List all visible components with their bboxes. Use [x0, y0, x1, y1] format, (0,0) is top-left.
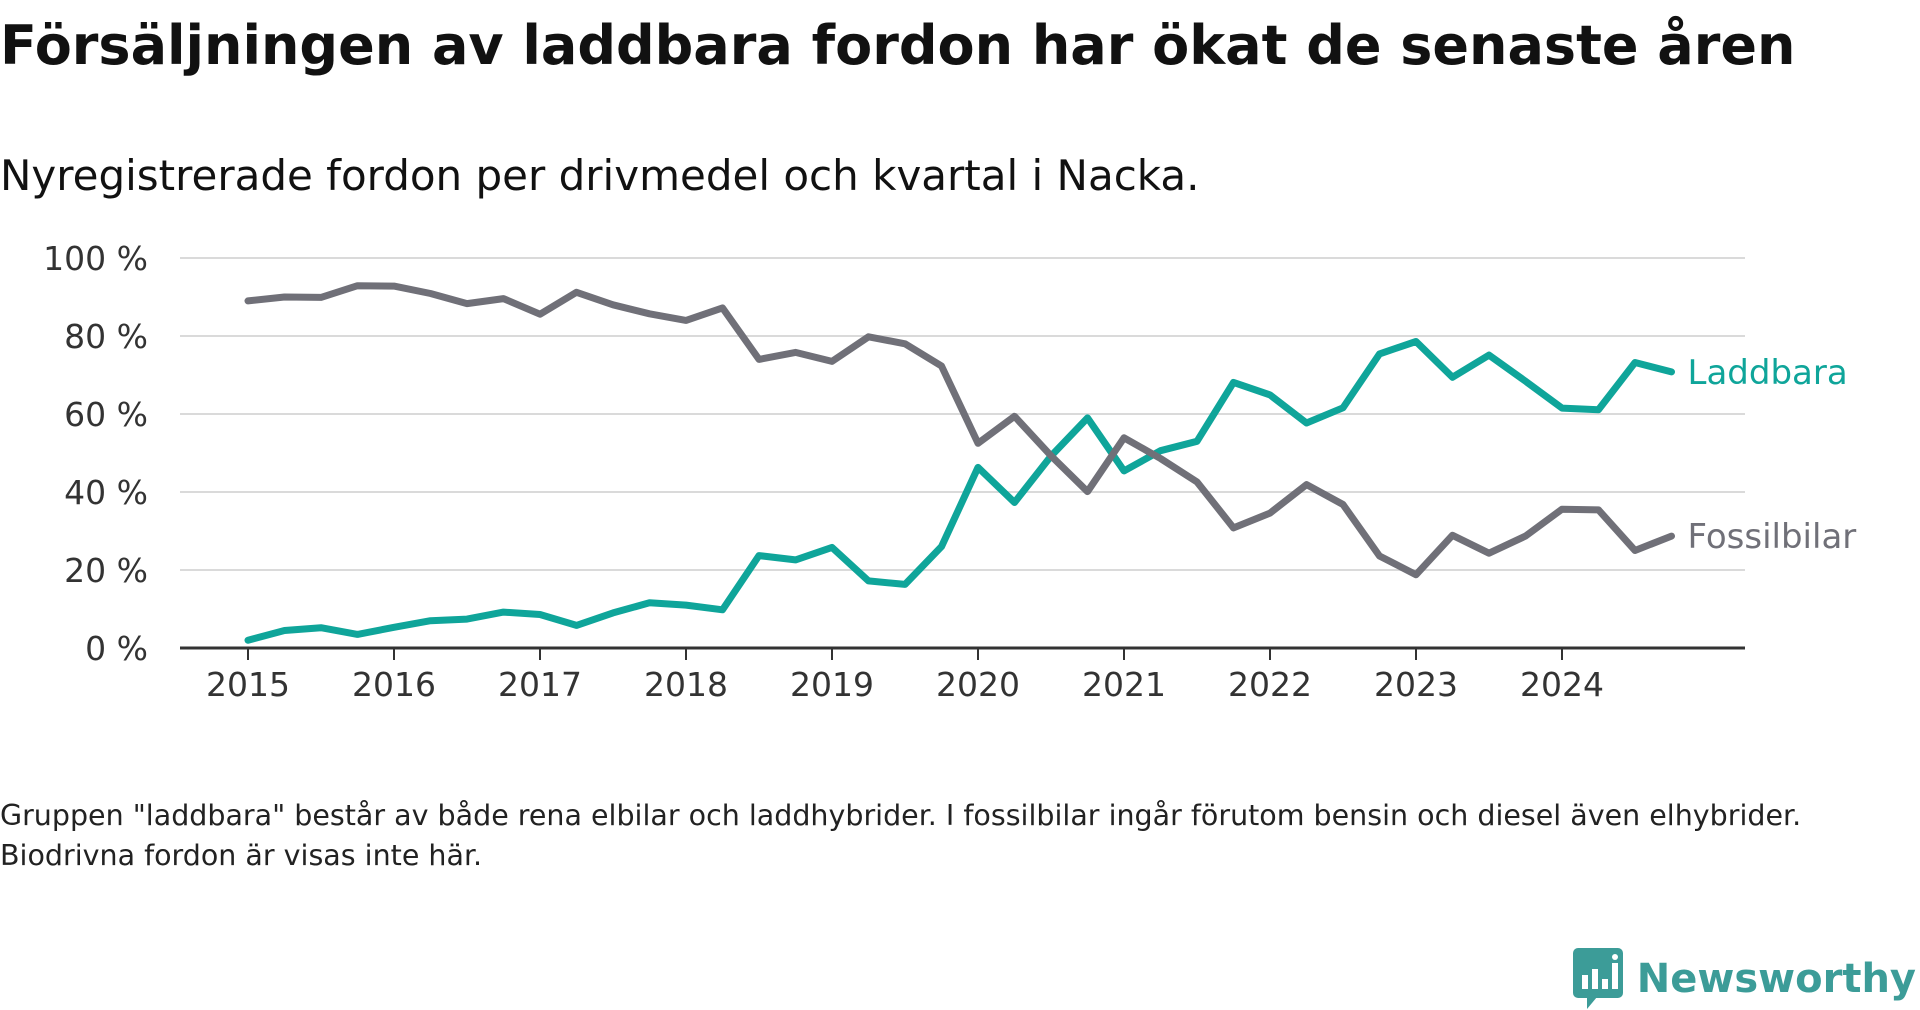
y-tick-label: 40 % — [64, 473, 148, 512]
x-tick-label: 2021 — [1082, 665, 1166, 704]
x-tick-label: 2023 — [1374, 665, 1458, 704]
x-tick-label: 2015 — [206, 665, 290, 704]
x-tick-label: 2016 — [352, 665, 436, 704]
y-tick-label: 80 % — [64, 317, 148, 356]
series-lines — [244, 282, 1675, 644]
chart-title: Försäljningen av laddbara fordon har öka… — [0, 14, 1796, 77]
brand-logo: Newsworthy — [1572, 948, 1916, 1010]
newsworthy-logo-icon — [1572, 948, 1623, 1009]
x-axis — [180, 646, 1745, 660]
y-axis-labels: 0 % 20 % 40 % 60 % 80 % 100 % — [43, 239, 148, 668]
y-tick-label: 0 % — [85, 629, 148, 668]
x-tick-label: 2024 — [1520, 665, 1604, 704]
chart-subtitle: Nyregistrerade fordon per drivmedel och … — [0, 151, 1200, 200]
x-tick-label: 2022 — [1228, 665, 1312, 704]
x-axis-labels: 2015 2016 2017 2018 2019 2020 2021 2022 2023 2024 — [206, 665, 1604, 704]
y-tick-label: 100 % — [43, 239, 148, 278]
x-tick-label: 2019 — [790, 665, 874, 704]
series-line-laddbara — [244, 338, 1675, 644]
y-tick-label: 60 % — [64, 395, 148, 434]
x-tick-label: 2018 — [644, 665, 728, 704]
series-line-fossilbilar — [244, 282, 1675, 579]
series-labels: Laddbara Fossilbilar — [1688, 353, 1857, 557]
y-tick-label: 20 % — [64, 551, 148, 590]
series-label-fossilbilar: Fossilbilar — [1688, 517, 1857, 557]
x-tick-label: 2020 — [936, 665, 1020, 704]
chart-footnote: Gruppen "laddbara" består av både rena e… — [0, 799, 1802, 872]
series-label-laddbara: Laddbara — [1688, 353, 1848, 393]
x-tick-label: 2017 — [498, 665, 582, 704]
brand-name: Newsworthy — [1636, 956, 1916, 1002]
